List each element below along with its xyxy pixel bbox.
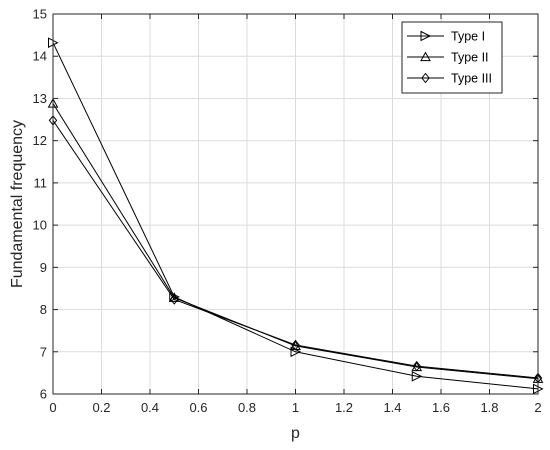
x-axis-ticks: 0 0.2 0.4 0.6 0.8 1 1.2 1.4 1.6 1.8 2 bbox=[49, 14, 542, 415]
x-tick-label: 1.6 bbox=[432, 400, 450, 415]
x-tick-label: 1.2 bbox=[335, 400, 353, 415]
x-tick-label: 1 bbox=[292, 400, 299, 415]
series-line bbox=[52, 42, 539, 390]
grid-lines bbox=[53, 14, 538, 394]
legend-label: Type I bbox=[451, 30, 485, 44]
legend-label: Type II bbox=[451, 51, 489, 65]
series-line bbox=[52, 120, 539, 379]
x-tick-label: 0.6 bbox=[189, 400, 207, 415]
y-axis-ticks: 6 7 8 9 10 11 12 13 14 15 bbox=[33, 7, 538, 402]
data-point-marker bbox=[291, 339, 300, 351]
x-tick-label: 0.4 bbox=[141, 400, 159, 415]
x-tick-label: 1.4 bbox=[383, 400, 401, 415]
x-tick-label: 2 bbox=[534, 400, 541, 415]
data-point-marker bbox=[412, 360, 421, 372]
legend-marker bbox=[420, 51, 431, 62]
y-tick-label: 15 bbox=[33, 7, 47, 22]
legend-marker bbox=[421, 72, 430, 84]
y-tick-label: 12 bbox=[33, 133, 47, 148]
y-tick-label: 10 bbox=[33, 218, 47, 233]
y-tick-label: 11 bbox=[34, 175, 48, 190]
x-axis-title: p bbox=[291, 425, 300, 442]
y-tick-label: 8 bbox=[40, 302, 47, 317]
y-tick-label: 9 bbox=[40, 260, 47, 275]
legend-entry: Type I bbox=[407, 30, 485, 44]
y-axis-title: Fundamental frequency bbox=[9, 120, 26, 288]
x-tick-label: 0.2 bbox=[92, 400, 110, 415]
legend-marker bbox=[420, 30, 432, 42]
y-tick-label: 13 bbox=[33, 91, 47, 106]
data-point-marker bbox=[411, 370, 423, 382]
legend-entry: Type II bbox=[407, 51, 489, 65]
legend: Type I Type II Type III bbox=[401, 21, 503, 94]
y-tick-label: 7 bbox=[40, 344, 47, 359]
y-tick-label: 14 bbox=[33, 49, 47, 64]
x-tick-label: 1.8 bbox=[480, 400, 498, 415]
y-tick-label: 6 bbox=[40, 387, 47, 402]
x-tick-label: 0 bbox=[49, 400, 56, 415]
data-point-marker bbox=[170, 294, 179, 305]
x-tick-label: 0.8 bbox=[238, 400, 256, 415]
series-line bbox=[52, 103, 539, 380]
legend-label: Type III bbox=[451, 72, 492, 86]
legend-entry: Type III bbox=[407, 72, 492, 86]
